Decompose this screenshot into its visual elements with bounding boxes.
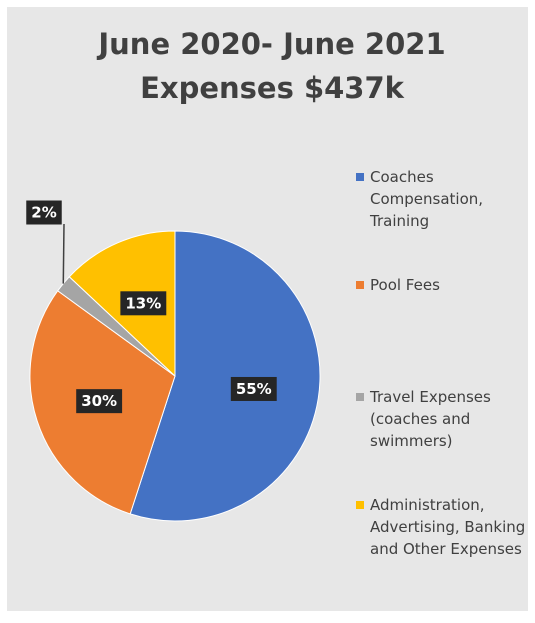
data-label: 55% <box>236 380 272 398</box>
data-label-box <box>76 389 123 414</box>
data-label-box <box>120 291 167 316</box>
legend-swatch <box>356 173 364 181</box>
chart-title: June 2020- June 2021 <box>96 27 445 61</box>
legend-item: Coaches Compensation, Training <box>356 166 526 232</box>
legend-label: Travel Expenses (coaches and swimmers) <box>370 388 491 450</box>
data-label: 30% <box>81 392 117 410</box>
data-label: 2% <box>31 204 56 222</box>
legend-label: Pool Fees <box>370 276 440 294</box>
pie-slice <box>129 230 321 522</box>
legend-swatch <box>356 501 364 509</box>
leader-line <box>62 223 65 284</box>
data-label: 13% <box>125 294 161 312</box>
legend-label: Administration, Advertising, Banking and… <box>370 496 526 558</box>
legend-item: Administration, Advertising, Banking and… <box>356 494 526 560</box>
legend-swatch <box>356 393 364 401</box>
legend-item: Travel Expenses (coaches and swimmers) <box>356 386 526 452</box>
legend-label: Coaches Compensation, Training <box>370 168 484 230</box>
legend-swatch <box>356 281 364 289</box>
data-label-box <box>26 200 62 225</box>
data-label-box <box>230 376 277 401</box>
chart-title: Expenses $437k <box>140 71 405 105</box>
legend-item: Pool Fees <box>356 274 526 296</box>
